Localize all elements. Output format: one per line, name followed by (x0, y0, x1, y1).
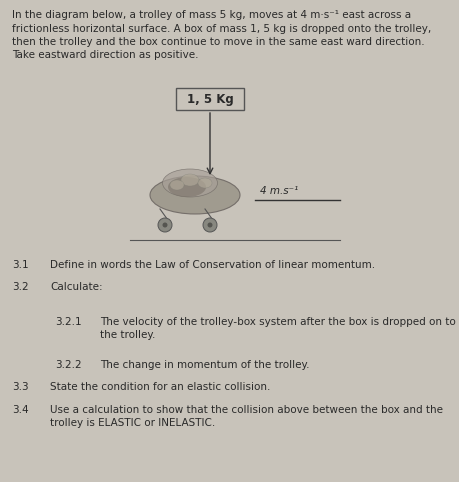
Text: 3.2: 3.2 (12, 282, 28, 293)
Ellipse shape (162, 169, 217, 197)
Ellipse shape (170, 180, 184, 190)
Text: Calculate:: Calculate: (50, 282, 102, 293)
Text: 3.2.1: 3.2.1 (55, 317, 81, 327)
Ellipse shape (150, 176, 240, 214)
Circle shape (162, 223, 167, 228)
Text: 3.4: 3.4 (12, 405, 28, 415)
Ellipse shape (168, 177, 206, 197)
Text: 4 m.s⁻¹: 4 m.s⁻¹ (259, 186, 297, 196)
Ellipse shape (197, 178, 212, 188)
Text: In the diagram below, a trolley of mass 5 kg, moves at 4 m·s⁻¹ east across a: In the diagram below, a trolley of mass … (12, 10, 410, 20)
Bar (176, 88, 243, 110)
Ellipse shape (180, 174, 199, 186)
Text: The change in momentum of the trolley.: The change in momentum of the trolley. (100, 360, 309, 370)
Text: Take eastward direction as positive.: Take eastward direction as positive. (12, 51, 198, 61)
Circle shape (207, 223, 212, 228)
Circle shape (202, 218, 217, 232)
Text: The velocity of the trolley-box system after the box is dropped on to
the trolle: The velocity of the trolley-box system a… (100, 317, 455, 340)
Text: 3.2.2: 3.2.2 (55, 360, 81, 370)
Text: frictionless horizontal surface. A box of mass 1, 5 kg is dropped onto the troll: frictionless horizontal surface. A box o… (12, 24, 431, 34)
Text: then the trolley and the box continue to move in the same east ward direction.: then the trolley and the box continue to… (12, 37, 424, 47)
Circle shape (157, 218, 172, 232)
Text: 3.1: 3.1 (12, 260, 28, 270)
Text: Define in words the Law of Conservation of linear momentum.: Define in words the Law of Conservation … (50, 260, 374, 270)
Text: Use a calculation to show that the collision above between the box and the
troll: Use a calculation to show that the colli… (50, 405, 442, 428)
Text: State the condition for an elastic collision.: State the condition for an elastic colli… (50, 383, 270, 392)
Text: 1, 5 Kg: 1, 5 Kg (186, 93, 233, 106)
Text: 3.3: 3.3 (12, 383, 28, 392)
